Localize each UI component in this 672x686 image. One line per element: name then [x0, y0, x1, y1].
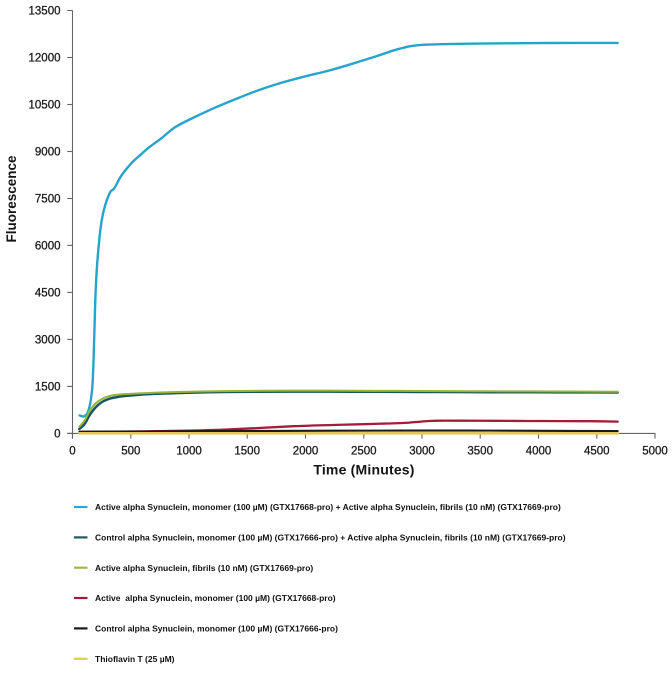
- svg-text:10500: 10500: [29, 100, 61, 112]
- svg-text:13500: 13500: [29, 6, 61, 18]
- svg-text:0: 0: [54, 429, 60, 441]
- svg-text:2000: 2000: [293, 446, 319, 458]
- svg-text:Active alpha Synuclein, monom: Active alpha Synuclein, monomer (100 µM)…: [95, 593, 336, 603]
- svg-text:1500: 1500: [234, 446, 260, 458]
- svg-text:12000: 12000: [29, 53, 61, 65]
- svg-text:0: 0: [69, 446, 75, 458]
- svg-text:2500: 2500: [351, 446, 377, 458]
- svg-text:Fluorescence: Fluorescence: [4, 155, 19, 243]
- svg-text:4000: 4000: [526, 446, 552, 458]
- svg-text:Time (Minutes): Time (Minutes): [313, 462, 414, 478]
- svg-text:7500: 7500: [35, 194, 61, 206]
- svg-text:1500: 1500: [35, 382, 61, 394]
- svg-text:3500: 3500: [467, 446, 493, 458]
- svg-text:Control alpha Synuclein, monom: Control alpha Synuclein, monomer (100 µM…: [95, 533, 566, 543]
- svg-text:Active alpha Synuclein, monome: Active alpha Synuclein, monomer (100 µM)…: [95, 502, 561, 512]
- svg-text:4500: 4500: [35, 288, 61, 300]
- svg-text:3000: 3000: [35, 335, 61, 347]
- svg-text:5000: 5000: [642, 446, 668, 458]
- svg-text:1000: 1000: [176, 446, 202, 458]
- svg-text:Active alpha Synuclein, fibril: Active alpha Synuclein, fibrils (10 nM) …: [95, 563, 313, 573]
- svg-text:Thioflavin T (25 µM): Thioflavin T (25 µM): [95, 654, 175, 664]
- svg-text:9000: 9000: [35, 147, 61, 159]
- svg-text:Control alpha Synuclein, monom: Control alpha Synuclein, monomer (100 µM…: [95, 624, 338, 634]
- svg-text:500: 500: [121, 446, 140, 458]
- svg-text:4500: 4500: [584, 446, 610, 458]
- svg-text:6000: 6000: [35, 241, 61, 253]
- svg-text:3000: 3000: [409, 446, 435, 458]
